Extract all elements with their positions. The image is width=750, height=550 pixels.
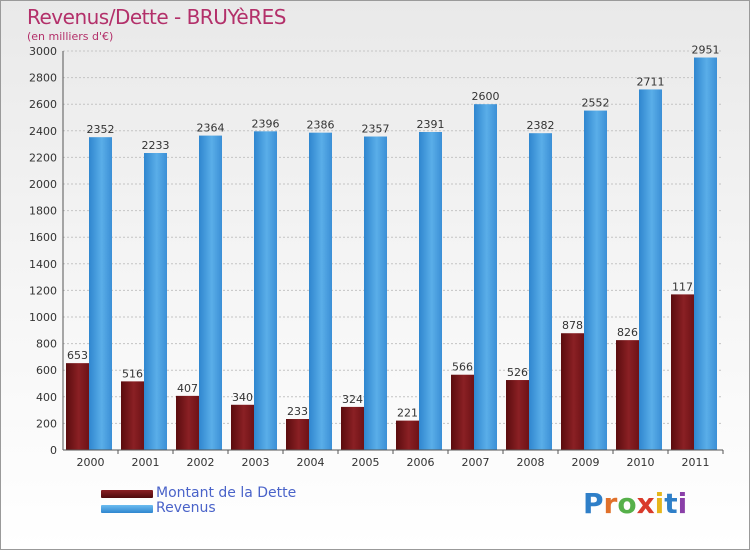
- bar-revenue: [309, 132, 332, 451]
- bar-revenue: [474, 104, 497, 450]
- data-label-debt: 516: [122, 367, 143, 380]
- data-label-revenue: 2391: [417, 118, 445, 131]
- logo-letter: P: [583, 487, 604, 520]
- bar-revenue: [639, 89, 662, 450]
- bar-debt: [341, 406, 364, 450]
- data-label-debt: 566: [452, 361, 473, 374]
- logo-letter: i: [677, 487, 688, 520]
- bar-debt: [506, 380, 529, 450]
- bar-debt: [561, 333, 584, 450]
- data-label-debt: 407: [177, 382, 198, 395]
- y-tick-label: 200: [36, 417, 57, 430]
- data-label-revenue: 2233: [142, 139, 170, 152]
- y-tick-label: 1000: [29, 311, 57, 324]
- x-tick-label: 2000: [77, 456, 105, 469]
- y-tick-label: 2800: [29, 72, 57, 85]
- bar-revenue: [89, 137, 112, 450]
- y-tick-label: 2400: [29, 125, 57, 138]
- data-label-revenue: 2357: [362, 123, 390, 136]
- bar-revenue: [694, 57, 717, 450]
- chart-title: Revenus/Dette - BRUYèRES: [27, 5, 286, 29]
- bar-debt: [671, 294, 694, 450]
- y-tick-label: 3000: [29, 45, 57, 58]
- bar-revenue: [584, 110, 607, 451]
- data-label-debt: 826: [617, 326, 638, 339]
- data-label-revenue: 2364: [197, 122, 225, 135]
- legend-swatch-debt: [101, 490, 153, 498]
- y-tick-label: 800: [36, 338, 57, 351]
- x-tick-label: 2006: [407, 456, 435, 469]
- data-label-revenue: 2386: [307, 119, 335, 132]
- y-tick-label: 2000: [29, 178, 57, 191]
- bar-revenue: [419, 131, 442, 450]
- logo-letter: i: [654, 487, 665, 520]
- x-tick-label: 2002: [187, 456, 215, 469]
- x-tick-label: 2001: [132, 456, 160, 469]
- logo-letter: r: [603, 487, 618, 520]
- proxiti-logo: Proxiti: [583, 487, 687, 520]
- data-label-revenue: 2382: [527, 119, 555, 132]
- data-label-revenue: 2600: [472, 90, 500, 103]
- data-label-revenue: 2396: [252, 117, 280, 130]
- data-label-debt: 324: [342, 393, 363, 406]
- logo-letter: x: [636, 487, 655, 520]
- x-tick-label: 2010: [627, 456, 655, 469]
- bar-debt: [451, 374, 474, 450]
- bar-revenue: [529, 133, 552, 450]
- x-tick-label: 2008: [517, 456, 545, 469]
- x-tick-label: 2011: [682, 456, 710, 469]
- legend-label-revenue: Revenus: [156, 500, 216, 516]
- data-label-revenue: 2951: [692, 44, 720, 57]
- y-tick-label: 2600: [29, 98, 57, 111]
- y-tick-label: 0: [50, 444, 57, 457]
- data-label-debt: 221: [397, 407, 418, 420]
- bar-debt: [121, 381, 144, 450]
- x-tick-label: 2009: [572, 456, 600, 469]
- bar-revenue: [254, 131, 277, 450]
- bar-debt: [66, 363, 89, 450]
- data-label-debt: 233: [287, 405, 308, 418]
- x-tick-label: 2007: [462, 456, 490, 469]
- y-tick-label: 1400: [29, 258, 57, 271]
- y-tick-label: 2200: [29, 151, 57, 164]
- y-tick-label: 400: [36, 391, 57, 404]
- bar-debt: [286, 419, 309, 450]
- y-tick-label: 1600: [29, 231, 57, 244]
- data-label-revenue: 2711: [637, 75, 665, 88]
- data-label-debt: 878: [562, 319, 583, 332]
- x-tick-label: 2003: [242, 456, 270, 469]
- data-label-debt: 653: [67, 349, 88, 362]
- legend-label-debt: Montant de la Dette: [156, 485, 297, 501]
- y-tick-label: 600: [36, 364, 57, 377]
- y-tick-label: 1800: [29, 205, 57, 218]
- x-tick-label: 2005: [352, 456, 380, 469]
- data-label-revenue: 2352: [87, 123, 115, 136]
- data-label-debt: 526: [507, 366, 528, 379]
- bar-revenue: [144, 153, 167, 451]
- chart-subtitle: (en milliers d'€): [27, 30, 114, 43]
- y-tick-label: 1200: [29, 284, 57, 297]
- bar-revenue: [199, 135, 222, 450]
- bar-debt: [176, 395, 199, 450]
- data-label-revenue: 2552: [582, 97, 610, 110]
- bar-debt: [396, 420, 419, 450]
- bar-debt: [616, 340, 639, 450]
- data-label-debt: 340: [232, 391, 253, 404]
- logo-letter: t: [664, 487, 678, 520]
- bar-revenue: [364, 136, 387, 451]
- legend-swatch-revenue: [101, 505, 153, 513]
- bar-debt: [231, 404, 254, 450]
- x-tick-label: 2004: [297, 456, 325, 469]
- data-label-debt: 117: [672, 280, 693, 293]
- logo-letter: o: [617, 487, 637, 520]
